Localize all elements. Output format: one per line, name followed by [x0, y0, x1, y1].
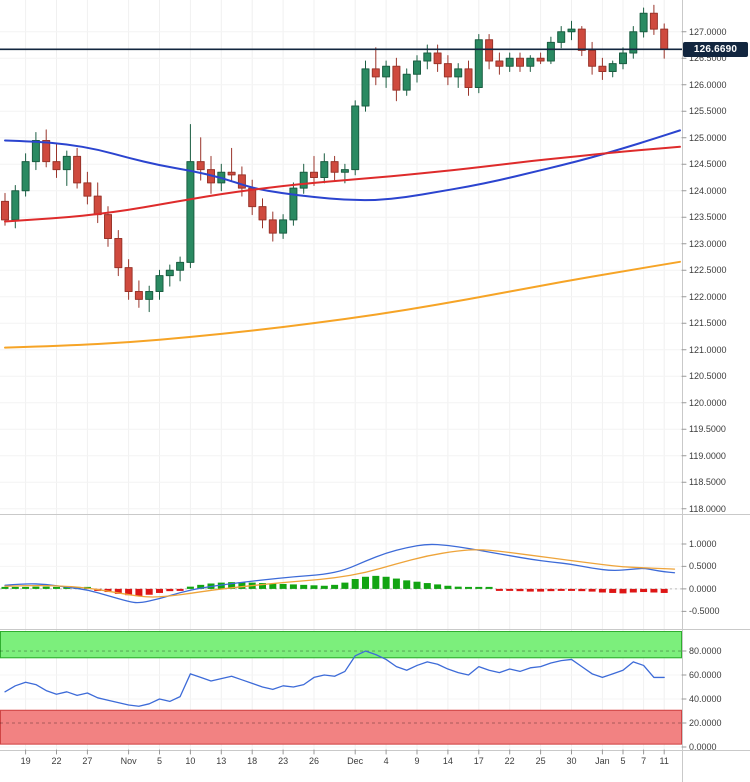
last-price-value: 126.6690 [693, 43, 738, 55]
last-price-tag: 126.6690 [683, 41, 748, 57]
